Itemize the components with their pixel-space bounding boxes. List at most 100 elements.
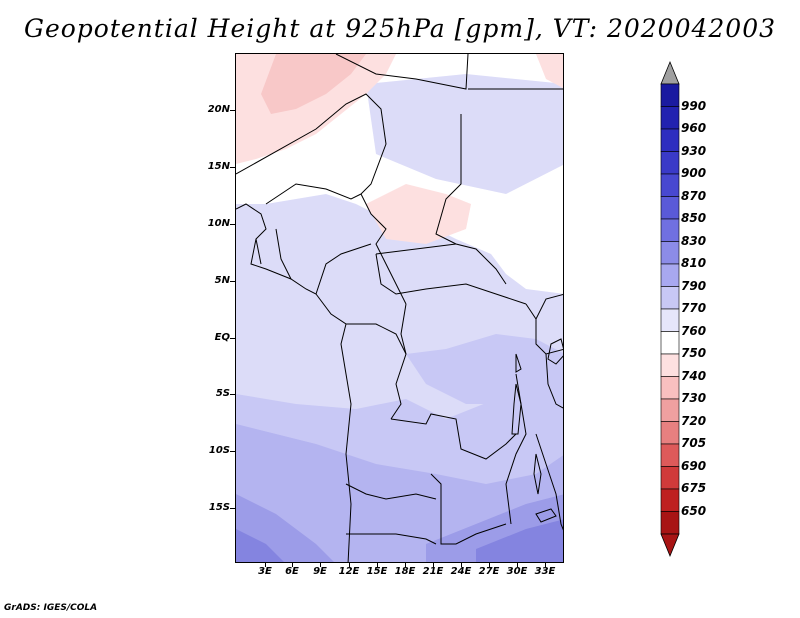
border-tanzania [545, 353, 563, 409]
border-togo [255, 238, 262, 265]
border-nigeria-cameroon [360, 193, 407, 305]
border-benin [275, 228, 292, 280]
colorbar-level-label: 720 [681, 413, 707, 428]
colorbar-swatch [660, 511, 680, 535]
field-lav-2-central [406, 334, 563, 404]
border-cameroon-congo [400, 303, 407, 355]
lat-label: 15N [207, 161, 230, 172]
colorbar-level-label: 900 [681, 166, 707, 180]
lon-tick [377, 563, 378, 567]
colorbar-swatch [660, 83, 680, 107]
lat-label: 5S [215, 388, 230, 399]
border-chad-sudan [435, 114, 507, 285]
colorbar-swatch [660, 128, 680, 152]
lon-tick [461, 563, 462, 567]
colorbar-level-label: 675 [681, 481, 707, 495]
border-angola-zambia [430, 473, 507, 545]
colorbar-level-label: 990 [681, 98, 707, 113]
map-panel [235, 53, 564, 563]
lon-label: 18E [394, 566, 416, 577]
field-lav-5-se [476, 519, 563, 562]
lon-label: 30E [506, 566, 528, 577]
border-algeria-niger [236, 93, 387, 195]
geopotential-map [236, 54, 563, 562]
colorbar-level-label: 830 [681, 233, 707, 248]
lat-tick [230, 110, 235, 111]
colorbar-level-label: 960 [681, 121, 707, 135]
border-car-north [375, 243, 457, 255]
lon-tick [292, 563, 293, 567]
lake-victoria [547, 338, 563, 365]
colorbar-level-label: 740 [681, 368, 707, 383]
border-angola-internal [345, 483, 437, 500]
lakes [511, 338, 563, 523]
colorbar-top-arrow [660, 60, 680, 85]
border-malawi [535, 433, 563, 531]
colorbar-swatch [660, 421, 680, 445]
field-pink-ne [536, 54, 563, 88]
colorbar-level-label: 770 [681, 301, 707, 315]
lon-tick [265, 563, 266, 567]
lat-tick [230, 338, 235, 339]
colorbar-swatch [660, 173, 680, 197]
field-lav-5-sw [236, 529, 284, 562]
lake-tanganyika [511, 383, 522, 435]
lon-tick [433, 563, 434, 567]
colorbar-level-label: 690 [681, 458, 707, 473]
lon-tick [405, 563, 406, 567]
colorbar-swatch [660, 398, 680, 422]
lat-tick [230, 394, 235, 395]
lat-label: 5N [214, 275, 230, 286]
lon-label: 24E [450, 566, 472, 577]
lon-tick [545, 563, 546, 567]
colorbar-level-label: 750 [681, 346, 707, 360]
colorbar-swatch [660, 443, 680, 467]
border-south-sudan [525, 294, 563, 320]
lon-label: 3E [258, 566, 272, 577]
lon-label: 27E [478, 566, 500, 577]
lon-label: 9E [313, 566, 327, 577]
colorbar [660, 60, 680, 558]
lon-tick [320, 563, 321, 567]
colorbar-level-label: 790 [681, 278, 707, 293]
lat-label: 20N [207, 104, 230, 115]
colorbar-level-label: 870 [681, 188, 707, 203]
colorbar-swatch [660, 353, 680, 377]
colorbar-swatch [660, 196, 680, 220]
lon-label: 12E [338, 566, 360, 577]
colorbar-swatch [660, 218, 680, 242]
colorbar-swatch [660, 308, 680, 332]
lat-label: 10S [208, 445, 230, 456]
lake-malawi [533, 453, 542, 495]
lat-tick [230, 167, 235, 168]
lon-label: 6E [285, 566, 299, 577]
lake-kariba [535, 508, 557, 523]
colorbar-level-label: 705 [681, 436, 707, 450]
lake-kivu [515, 353, 522, 373]
border-libya-chad [335, 54, 469, 90]
lat-tick [230, 281, 235, 282]
border-drc-angola [390, 413, 517, 460]
colorbar-swatch [660, 331, 680, 355]
colorbar-level-label: 810 [681, 256, 707, 270]
border-uganda [535, 319, 563, 355]
colorbar-swatch [660, 466, 680, 490]
colorbar-level-label: 850 [681, 211, 707, 225]
field-pink-central [366, 184, 471, 244]
lat-label: 10N [207, 218, 230, 229]
colorbar-swatch [660, 106, 680, 130]
lat-label: EQ [214, 332, 230, 343]
lon-tick [517, 563, 518, 567]
chart-title: Geopotential Height at 925hPa [gpm], VT:… [23, 14, 777, 43]
lon-label: 33E [534, 566, 556, 577]
lon-label: 21E [422, 566, 444, 577]
border-angola-namibia [346, 533, 437, 545]
lon-tick [349, 563, 350, 567]
colorbar-swatch [660, 286, 680, 310]
colorbar-swatch [660, 241, 680, 265]
colorbar-swatch [660, 263, 680, 287]
border-car-drc [375, 253, 527, 305]
colorbar-swatch [660, 488, 680, 512]
colorbar-swatch [660, 151, 680, 175]
footer-credit: GrADS: IGES/COLA [4, 603, 98, 613]
